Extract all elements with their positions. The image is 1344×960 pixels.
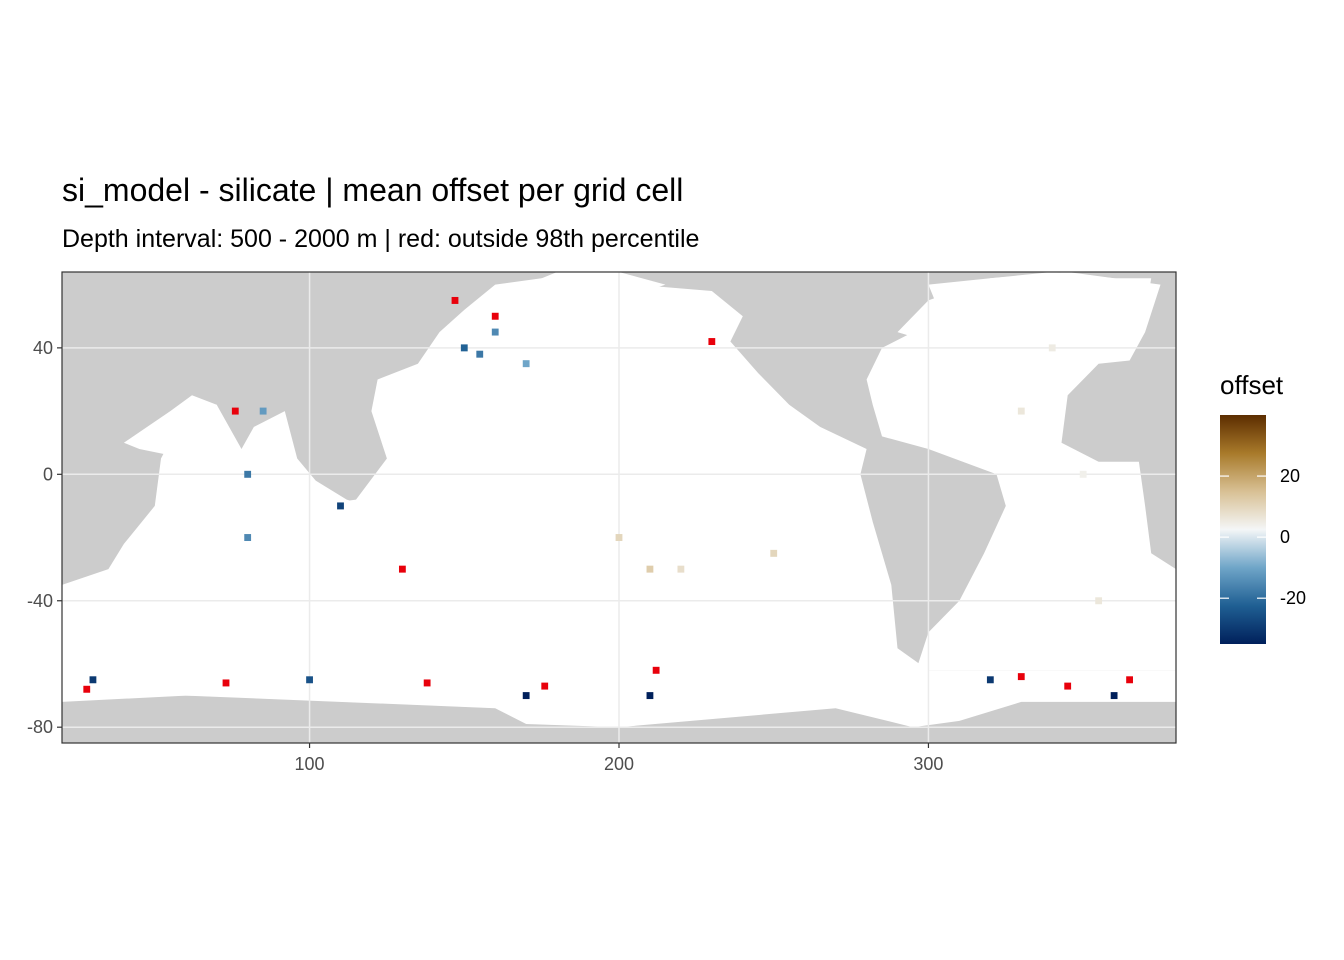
outlier-cell	[1064, 682, 1072, 690]
outlier-cell	[222, 679, 230, 687]
x-tick-label: 100	[295, 754, 325, 774]
offset-cell	[986, 676, 994, 684]
offset-cell	[615, 534, 623, 542]
x-tick-label: 300	[913, 754, 943, 774]
offset-cell	[770, 549, 778, 557]
legend-colorbar	[1220, 415, 1266, 644]
outlier-cell	[83, 685, 91, 693]
chart-title: si_model - silicate | mean offset per gr…	[62, 172, 684, 208]
north-pacific-marginal	[464, 272, 666, 348]
offset-cell	[677, 565, 685, 573]
outlier-cell	[451, 296, 459, 304]
offset-cell	[244, 534, 252, 542]
outlier-cell	[1126, 676, 1133, 684]
offset-cell	[259, 407, 267, 415]
atlantic-ocean	[866, 272, 1176, 671]
outlier-cell	[652, 666, 660, 674]
x-tick-label: 200	[604, 754, 634, 774]
y-tick-label: -40	[27, 591, 53, 611]
offset-cell	[646, 692, 654, 700]
offset-cell	[1110, 692, 1118, 700]
offset-cell	[1048, 344, 1056, 352]
legend-tick-label: 20	[1280, 466, 1300, 486]
offset-cell	[522, 360, 530, 368]
outlier-cell	[423, 679, 431, 687]
offset-cell	[476, 350, 484, 358]
outlier-cell	[708, 338, 716, 346]
y-tick-label: 0	[43, 464, 53, 484]
outlier-cell	[231, 407, 239, 415]
outlier-cell	[398, 565, 406, 573]
offset-cell	[646, 565, 654, 573]
offset-cell	[306, 676, 313, 684]
offset-cell	[244, 470, 252, 478]
chart-subtitle: Depth interval: 500 - 2000 m | red: outs…	[62, 225, 700, 253]
indian-ocean	[62, 404, 471, 696]
offset-cell	[1017, 407, 1025, 415]
offset-cell	[491, 328, 499, 336]
outlier-cell	[541, 682, 549, 690]
offset-cell	[89, 676, 97, 684]
offset-cell	[337, 502, 344, 510]
offset-cell	[460, 344, 468, 352]
offset-cell	[1079, 470, 1087, 478]
legend-title: offset	[1220, 370, 1284, 400]
outlier-cell	[1017, 673, 1025, 681]
legend-tick-label: 0	[1280, 527, 1290, 547]
arabian-sea-bay	[123, 395, 233, 459]
outlier-cell	[491, 312, 499, 320]
y-tick-label: 40	[33, 338, 53, 358]
legend-tick-label: -20	[1280, 588, 1306, 608]
offset-cell	[1095, 597, 1103, 605]
y-tick-label: -80	[27, 717, 53, 737]
north-atlantic-marginal	[897, 272, 1152, 342]
offset-cell	[522, 692, 530, 700]
